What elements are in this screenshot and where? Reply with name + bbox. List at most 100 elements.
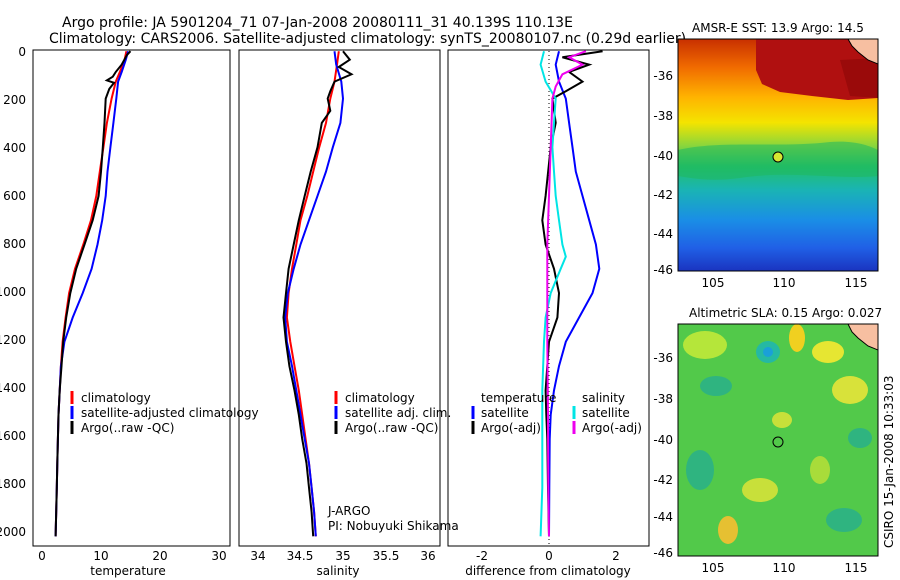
temperature-tick-30: 30 [211,549,226,563]
sst-map-x-ticks: 105 110 115 [702,276,868,290]
difference-xlabel: difference from climatology [465,564,631,578]
difference-series-salinity-argo [546,50,587,537]
legend-label-salinity-argo: Argo(-adj) [582,421,642,435]
depth-tick-200: 200 [3,93,26,107]
sla-anomaly [832,376,868,404]
sst-map-axes [677,38,879,272]
difference-panel: -2 0 2 difference from climatology tempe… [447,49,650,578]
figure-title-line2: Climatology: CARS2006. Satellite-adjuste… [49,31,686,47]
sla-map-axes [677,323,879,557]
difference-tick-2: 2 [612,549,620,563]
sla-map-panel: Altimetric SLA: 0.15 Argo: 0.027 -36 -38… [653,306,882,575]
difference-legend: temperature salinity satellite Argo(-adj… [471,391,642,435]
difference-tick-minus-2: -2 [476,549,488,563]
legend-label-salinity-satellite: satellite [582,406,630,420]
legend-label-satellite-adjusted: satellite adj. clim. [345,406,451,420]
legend-title-salinity: salinity [582,391,625,405]
sst-lat-tick--38: -38 [653,109,673,123]
difference-axes [447,49,650,547]
sst-lat-tick--40: -40 [653,149,673,163]
depth-tick-0: 0 [18,45,26,59]
sla-lat-tick--38: -38 [653,392,673,406]
salinity-series-argo [282,50,354,537]
sla-lat-tick--42: -42 [653,473,673,487]
sla-anomaly [700,376,732,396]
legend-label-satellite-adjusted: satellite-adjusted climatology [81,406,259,420]
sla-anomaly [826,508,862,532]
sla-argo-location-marker [772,436,784,448]
sla-anomaly [686,450,714,490]
depth-tick-800: 800 [3,237,26,251]
sst-lon-tick-105: 105 [702,276,725,290]
difference-x-ticks: -2 0 2 [476,549,620,563]
sla-anomaly [848,428,872,448]
temperature-series-argo [54,50,132,537]
sst-lat-tick--36: -36 [653,69,673,83]
sla-anomaly [812,341,844,363]
salinity-series [282,50,354,537]
temperature-tick-0: 0 [38,549,46,563]
depth-tick-1200: 1200 [0,333,26,347]
sla-lon-tick-115: 115 [845,561,868,575]
sst-lat-tick--44: -44 [653,227,673,241]
salinity-tick-35: 35 [335,549,350,563]
temperature-tick-10: 10 [93,549,108,563]
difference-series-temperature-argo [541,50,603,537]
sst-lon-tick-115: 115 [845,276,868,290]
sla-lat-tick--44: -44 [653,510,673,524]
sst-land-mass [847,39,878,65]
salinity-tick-36: 36 [420,549,435,563]
sla-lon-tick-110: 110 [773,561,796,575]
legend-label-climatology: climatology [81,391,151,405]
temperature-xlabel: temperature [90,564,165,578]
sla-anomaly [763,347,773,357]
depth-tick-2000: 2000 [0,525,26,539]
sla-anomaly [742,478,778,502]
sla-land-mass [847,324,878,351]
credit-timestamp: CSIRO 15-Jan-2008 10:33:03 [882,376,896,548]
sla-map-x-ticks: 105 110 115 [702,561,868,575]
data-centre-label: J-ARGO [327,504,370,518]
difference-series-salinity-satellite [539,50,567,537]
legend-label-temperature-satellite: satellite [481,406,529,420]
temperature-series [54,50,132,537]
difference-series-temperature-satellite [548,50,601,537]
depth-tick-1400: 1400 [0,381,26,395]
legend-label-argo: Argo(..raw -QC) [81,421,174,435]
sla-anomaly [810,456,830,484]
difference-series [539,50,603,537]
legend-label-temperature-argo: Argo(-adj) [481,421,541,435]
legend-label-argo: Argo(..raw -QC) [345,421,438,435]
sla-anomaly [789,324,805,352]
temperature-series-satellite-adjusted [54,50,130,537]
legend-title-temperature: temperature [481,391,556,405]
sla-anomaly [718,516,738,544]
temperature-legend: climatology satellite-adjusted climatolo… [70,391,259,435]
sst-map-panel: AMSR-E SST: 13.9 Argo: 14.5 -36 -38 -40 … [653,21,879,290]
temperature-tick-20: 20 [152,549,167,563]
salinity-panel: 34 34.5 35 35.5 36 salinity climatology … [238,49,459,578]
sla-lat-tick--46: -46 [653,546,673,560]
temperature-depth-ticks: 0 200 400 600 800 1000 1200 1400 1600 18… [0,45,26,539]
depth-tick-1600: 1600 [0,429,26,443]
sst-lat-tick--42: -42 [653,188,673,202]
principal-investigator-label: PI: Nobuyuki Shikama [328,519,459,533]
sla-anomaly [772,412,792,428]
temperature-axes [32,49,231,547]
temperature-series-climatology [54,50,128,537]
depth-tick-400: 400 [3,141,26,155]
salinity-x-ticks: 34 34.5 35 35.5 36 [250,549,435,563]
salinity-legend: climatology satellite adj. clim. Argo(..… [334,391,451,435]
sla-lat-tick--40: -40 [653,433,673,447]
depth-tick-1800: 1800 [0,477,26,491]
temperature-x-ticks: 0 10 20 30 [38,549,226,563]
sla-lat-tick--36: -36 [653,351,673,365]
figure-title-line1: Argo profile: JA 5901204_71 07-Jan-2008 … [62,15,573,31]
salinity-tick-34: 34 [250,549,265,563]
salinity-xlabel: salinity [316,564,359,578]
difference-tick-0: 0 [545,549,553,563]
sla-map-y-ticks: -36 -38 -40 -42 -44 -46 [653,351,673,560]
sst-lon-tick-110: 110 [773,276,796,290]
sst-map-y-ticks: -36 -38 -40 -42 -44 -46 [653,69,673,277]
sst-lat-tick--46: -46 [653,263,673,277]
